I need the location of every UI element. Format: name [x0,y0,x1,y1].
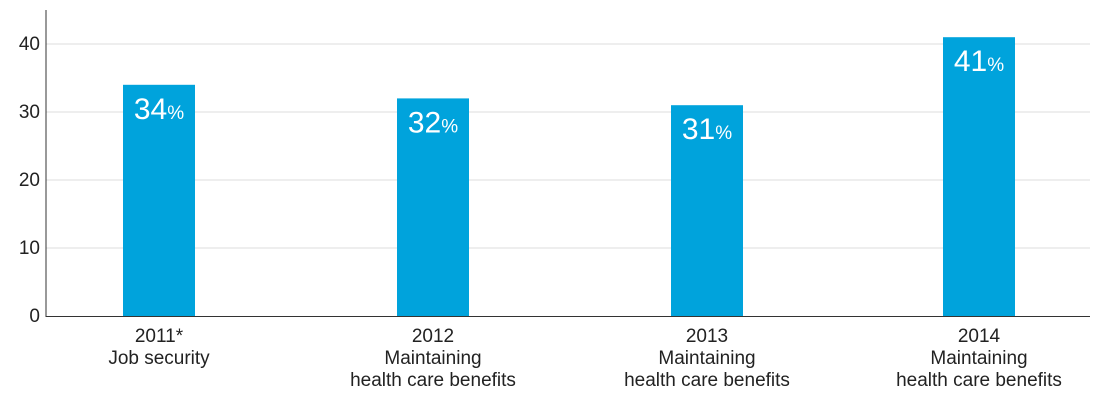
x-category-label: 2011* [135,326,184,347]
x-category-label: Maintaining [930,348,1027,369]
x-category-label: health care benefits [896,370,1062,391]
x-category-label: health care benefits [350,370,516,391]
axes [45,10,1090,317]
x-category-label: 2012 [412,326,454,347]
bar-value-unit: % [987,55,1004,76]
bar-value-label: 34% [134,93,184,126]
bar-value-label: 31% [682,113,732,146]
x-category-label: 2014 [958,326,1001,347]
bar-value-number: 34 [134,93,167,126]
x-category-label: health care benefits [624,370,790,391]
bar [123,84,195,316]
bar [943,37,1015,316]
y-tick-label: 30 [19,102,40,123]
bar-value-number: 32 [408,106,441,139]
bar-value-unit: % [715,123,732,144]
x-category-label: Maintaining [658,348,755,369]
bar [397,98,469,317]
x-category-label: Job security [108,348,210,369]
x-category-label: Maintaining [384,348,481,369]
y-tick-label: 40 [19,34,40,55]
y-tick-label: 20 [19,170,40,191]
y-tick-label: 0 [29,306,40,327]
bars [123,37,1015,317]
bar-value-label: 32% [408,106,458,139]
y-tick-label: 10 [19,238,40,259]
gridlines [46,43,1090,249]
bar [671,105,743,316]
bar-value-number: 31 [682,113,715,146]
x-category-label: 2013 [686,326,728,347]
bar-value-unit: % [167,103,184,124]
bar-value-number: 41 [954,45,987,78]
bar-value-unit: % [441,116,458,137]
bar-value-label: 41% [954,45,1004,78]
